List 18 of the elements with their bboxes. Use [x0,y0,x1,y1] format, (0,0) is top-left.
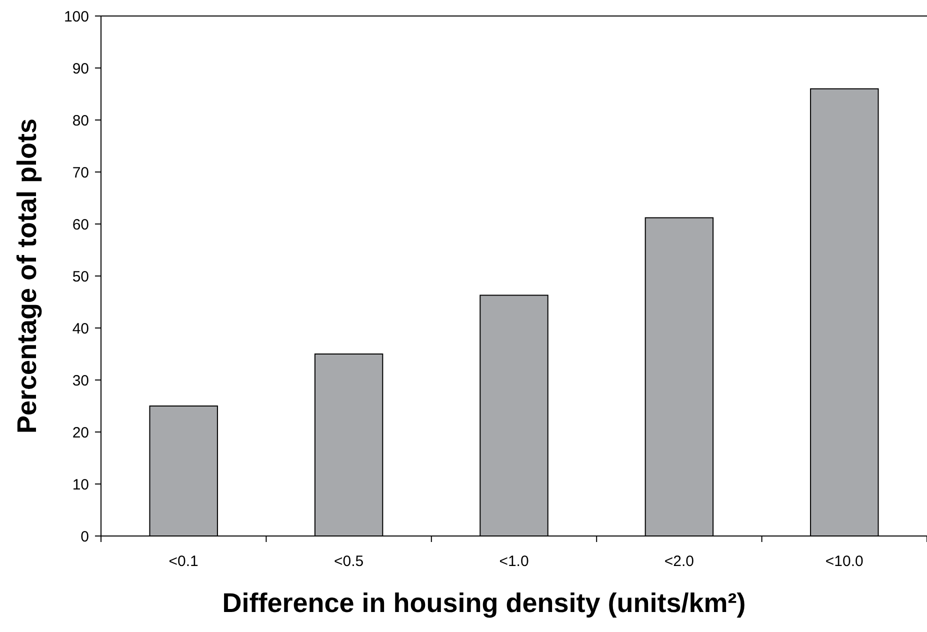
x-tick-label: <10.0 [825,553,864,570]
y-tick-label: 10 [72,476,89,494]
x-tick-label: <2.0 [664,553,694,570]
x-tick-label: <0.5 [334,553,364,570]
x-tick-label: <0.1 [168,553,198,570]
x-axis-title: Difference in housing density (units/km²) [222,588,746,618]
y-tick-label: 60 [72,216,89,234]
x-tick-label: <1.0 [499,553,529,570]
y-tick-label: 90 [72,60,89,78]
y-tick-label: 20 [72,424,89,442]
y-tick-label: 40 [72,320,89,338]
y-tick-label: 30 [72,372,89,390]
y-tick-label: 0 [80,528,89,546]
y-tick-label: 100 [64,8,89,26]
y-tick-label: 50 [72,268,89,286]
y-tick-label: 80 [72,112,89,130]
y-axis-title: Percentage of total plots [12,118,42,434]
y-tick-label: 70 [72,164,89,182]
